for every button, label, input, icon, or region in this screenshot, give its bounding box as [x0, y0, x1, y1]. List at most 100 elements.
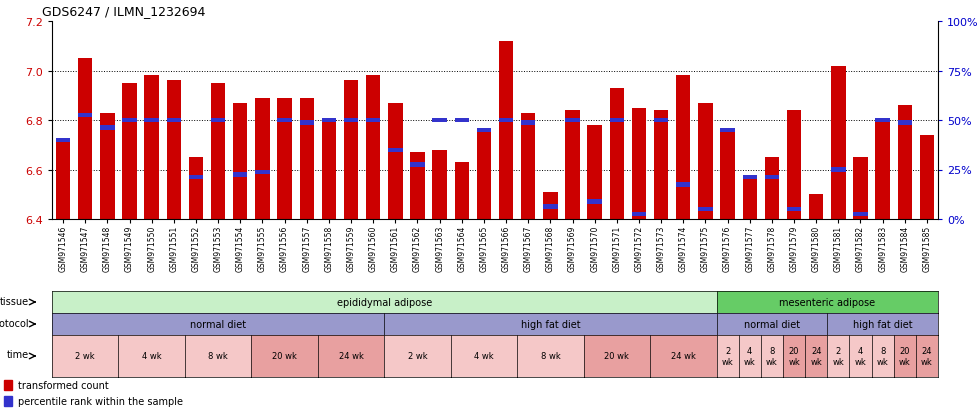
- Bar: [56, 138, 71, 142]
- Text: 20 wk: 20 wk: [272, 351, 297, 361]
- Text: 2
wk: 2 wk: [832, 347, 844, 366]
- Text: 8
wk: 8 wk: [877, 347, 889, 366]
- Bar: [211, 119, 225, 123]
- Text: 2 wk: 2 wk: [75, 351, 95, 361]
- Bar: [78, 59, 92, 219]
- Bar: [808, 269, 823, 273]
- Bar: [831, 66, 846, 219]
- Text: 20 wk: 20 wk: [605, 351, 629, 361]
- Bar: [344, 81, 359, 219]
- Bar: [411, 163, 424, 167]
- Text: high fat diet: high fat diet: [853, 319, 912, 329]
- Bar: [100, 113, 115, 219]
- Text: 24
wk: 24 wk: [921, 347, 933, 366]
- Bar: [499, 119, 514, 123]
- Text: 2 wk: 2 wk: [408, 351, 427, 361]
- Bar: [122, 84, 137, 219]
- Bar: [898, 121, 912, 126]
- Text: 8 wk: 8 wk: [209, 351, 228, 361]
- Bar: [388, 103, 403, 219]
- Bar: [787, 111, 802, 219]
- Text: 8 wk: 8 wk: [541, 351, 561, 361]
- Bar: [808, 195, 823, 219]
- Bar: [277, 119, 292, 123]
- Text: time: time: [7, 349, 28, 359]
- Text: 20
wk: 20 wk: [788, 347, 800, 366]
- Bar: [388, 148, 403, 152]
- Bar: [455, 163, 469, 219]
- Bar: [587, 200, 602, 204]
- Text: 24 wk: 24 wk: [671, 351, 696, 361]
- Bar: [698, 207, 712, 212]
- Bar: [255, 171, 270, 175]
- Bar: [919, 135, 934, 219]
- Bar: [122, 119, 137, 123]
- Text: normal diet: normal diet: [744, 319, 800, 329]
- Bar: [565, 111, 580, 219]
- Bar: [764, 158, 779, 219]
- Bar: [632, 108, 646, 219]
- Bar: [233, 173, 248, 177]
- Bar: [78, 114, 92, 118]
- Bar: [100, 126, 115, 130]
- Bar: [565, 119, 580, 123]
- Bar: [875, 119, 890, 123]
- Bar: [455, 119, 469, 123]
- Bar: [56, 140, 71, 219]
- Bar: [743, 176, 757, 180]
- Bar: [831, 168, 846, 172]
- Bar: [476, 131, 491, 219]
- Bar: [521, 113, 535, 219]
- Bar: [167, 119, 181, 123]
- Bar: [632, 212, 646, 217]
- Bar: [743, 178, 757, 219]
- Text: percentile rank within the sample: percentile rank within the sample: [18, 396, 182, 406]
- Bar: [543, 192, 558, 219]
- Bar: [476, 128, 491, 133]
- Bar: [764, 176, 779, 180]
- Bar: [411, 153, 424, 219]
- Bar: [277, 98, 292, 219]
- Bar: [366, 119, 380, 123]
- Bar: [698, 103, 712, 219]
- Bar: [5, 396, 13, 406]
- Text: epididymal adipose: epididymal adipose: [336, 297, 432, 307]
- Bar: [854, 212, 867, 217]
- Text: 8
wk: 8 wk: [766, 347, 778, 366]
- Bar: [189, 158, 203, 219]
- Bar: [366, 76, 380, 219]
- Bar: [898, 106, 912, 219]
- Bar: [720, 131, 735, 219]
- Text: GDS6247 / ILMN_1232694: GDS6247 / ILMN_1232694: [42, 5, 206, 18]
- Bar: [654, 111, 668, 219]
- Bar: [300, 98, 314, 219]
- Bar: [787, 207, 802, 212]
- Bar: [255, 98, 270, 219]
- Text: 4
wk: 4 wk: [855, 347, 866, 366]
- Text: tissue: tissue: [0, 296, 28, 306]
- Bar: [499, 42, 514, 219]
- Bar: [189, 176, 203, 180]
- Text: high fat diet: high fat diet: [520, 319, 580, 329]
- Text: 2
wk: 2 wk: [721, 347, 733, 366]
- Bar: [167, 81, 181, 219]
- Bar: [144, 119, 159, 123]
- Bar: [233, 103, 248, 219]
- Text: 24
wk: 24 wk: [810, 347, 822, 366]
- Bar: [919, 252, 934, 256]
- Bar: [432, 119, 447, 123]
- Text: protocol: protocol: [0, 318, 28, 328]
- Text: 4 wk: 4 wk: [142, 351, 162, 361]
- Bar: [521, 121, 535, 126]
- Bar: [211, 84, 225, 219]
- Bar: [720, 128, 735, 133]
- Text: 24 wk: 24 wk: [338, 351, 364, 361]
- Bar: [543, 205, 558, 209]
- Bar: [875, 121, 890, 219]
- Bar: [610, 119, 624, 123]
- Text: 20
wk: 20 wk: [899, 347, 910, 366]
- Bar: [321, 119, 336, 123]
- Text: normal diet: normal diet: [190, 319, 246, 329]
- Bar: [854, 158, 867, 219]
- Bar: [676, 76, 691, 219]
